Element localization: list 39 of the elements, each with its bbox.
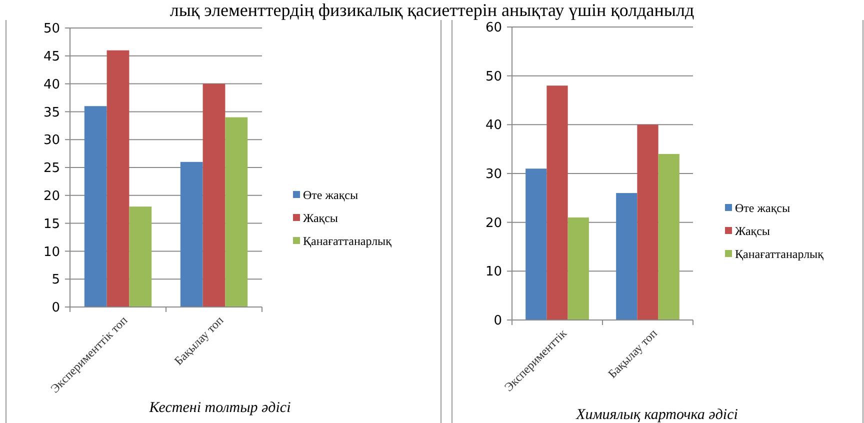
legend-label: Қанағаттанарлық (303, 234, 392, 248)
bar (637, 124, 658, 320)
y-tick-label: 45 (43, 49, 60, 64)
y-tick-label: 15 (43, 216, 60, 232)
y-tick-label: 20 (485, 216, 502, 231)
y-tick-label: 30 (43, 133, 60, 148)
y-tick-label: 40 (43, 77, 60, 92)
bar (658, 154, 680, 320)
text: лық элементтердің физикалық қасиеттерін анықтау үшін қолданылд (170, 0, 694, 20)
legend-label: Өте жақсы (735, 201, 790, 216)
text: Химиялық карточка әдісі (575, 407, 738, 423)
bar (129, 206, 152, 307)
bar (526, 168, 547, 320)
y-tick-label: 50 (485, 69, 502, 84)
bar (202, 84, 226, 307)
y-tick-label: 30 (485, 167, 502, 182)
legend-label: Өте жақсы (303, 188, 358, 202)
y-tick-label: 50 (43, 22, 60, 37)
legend-label: Жақсы (303, 211, 338, 226)
y-tick-label: 10 (43, 244, 60, 260)
y-tick-label: 0 (52, 300, 60, 316)
legend-label: Қанағаттанарлық (735, 247, 824, 262)
y-tick-label: 5 (52, 272, 60, 288)
bar (84, 106, 107, 307)
y-tick-label: 25 (43, 161, 60, 176)
y-tick-label: 35 (43, 105, 60, 120)
y-tick-label: 0 (494, 314, 502, 329)
y-tick-label: 60 (485, 20, 502, 36)
bar (616, 193, 638, 320)
bar (568, 217, 589, 320)
y-tick-label: 40 (485, 118, 502, 134)
y-tick-label: 10 (485, 264, 502, 280)
legend-label: Жақсы (735, 224, 770, 238)
bar (106, 50, 130, 307)
y-tick-label: 20 (43, 188, 60, 204)
bar (180, 162, 203, 307)
text: Кестені толтыр әдісі (148, 400, 291, 416)
bar (225, 117, 248, 307)
bar (546, 86, 568, 320)
